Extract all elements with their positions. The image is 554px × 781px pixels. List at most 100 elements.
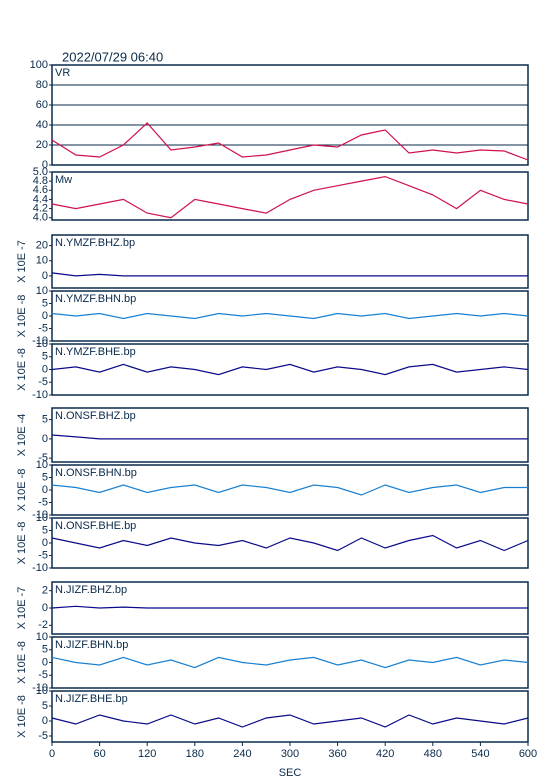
y-tick-label: -2: [38, 619, 48, 631]
x-tick-label: 420: [376, 748, 394, 760]
y-tick-label: 0: [42, 484, 48, 496]
y-tick-label: 5: [42, 524, 48, 536]
panel-label: N.ONSF.BHZ.bp: [55, 410, 136, 422]
y-tick-label: 10: [36, 255, 48, 267]
y-tick-label: -10: [32, 335, 48, 347]
y-tick-label: 10: [36, 338, 48, 350]
trace: [51, 434, 528, 440]
y-tick-label: 0: [42, 715, 48, 727]
y-axis-label: X 10E -8: [16, 348, 28, 391]
y-tick-label: 0: [42, 433, 48, 445]
y-tick-label: 4.2: [33, 202, 48, 214]
y-tick-label: 0: [42, 270, 48, 282]
y-tick-label: 4.0: [33, 212, 48, 224]
panel-frame: [51, 171, 529, 221]
y-tick-label: 5: [42, 413, 48, 425]
panel-label: N.YMZF.BHE.bp: [55, 346, 136, 358]
y-tick-label: -10: [32, 562, 48, 574]
y-tick-label: 10: [36, 631, 48, 643]
panel-frame: [51, 234, 529, 289]
y-tick-label: 2: [42, 585, 48, 597]
panel-label: N.JIZF.BHN.bp: [55, 639, 128, 651]
y-tick-label: 4.6: [33, 184, 48, 196]
y-tick-label: -5: [38, 549, 48, 561]
trace: [51, 484, 528, 496]
x-tick-label: 180: [186, 748, 204, 760]
x-axis-label: SEC: [279, 767, 302, 779]
y-tick-label: 100: [30, 59, 48, 71]
y-tick-label: -5: [38, 669, 48, 681]
x-tick-label: 240: [233, 748, 251, 760]
y-tick-label: 5: [42, 700, 48, 712]
y-axis-label: X 10E -4: [16, 414, 28, 457]
y-tick-label: 0: [42, 363, 48, 375]
y-tick-label: -5: [38, 376, 48, 388]
y-tick-label: 0: [42, 602, 48, 614]
y-tick-label: -10: [32, 389, 48, 401]
y-tick-label: 5: [42, 644, 48, 656]
x-tick-label: 480: [424, 748, 442, 760]
panel-label: N.YMZF.BHZ.bp: [55, 237, 135, 249]
y-tick-label: -5: [38, 452, 48, 464]
x-tick-label: 360: [328, 748, 346, 760]
trace: [51, 363, 529, 376]
y-axis-label: X 10E -8: [16, 695, 28, 738]
panel-label: VR: [55, 67, 70, 79]
y-tick-label: -10: [32, 509, 48, 521]
panel-label: N.ONSF.BHE.bp: [55, 520, 136, 532]
y-tick-label: -5: [38, 322, 48, 334]
panel-frame: [51, 464, 529, 516]
y-tick-label: 5: [42, 297, 48, 309]
y-tick-label: 10: [36, 685, 48, 697]
y-tick-label: 5: [42, 351, 48, 363]
y-tick-label: 0: [42, 656, 48, 668]
y-tick-label: 0: [42, 537, 48, 549]
x-tick-label: 600: [519, 748, 537, 760]
trace: [51, 605, 528, 609]
trace: [51, 272, 528, 277]
trace: [51, 312, 529, 320]
chart-title: 2022/07/29 06:40: [62, 49, 163, 64]
panel-label: Mw: [55, 174, 72, 186]
y-axis-label: X 10E -8: [16, 641, 28, 684]
y-tick-label: 5: [42, 471, 48, 483]
trace: [51, 122, 529, 161]
panel-label: N.JIZF.BHZ.bp: [55, 584, 127, 596]
panel-label: N.YMZF.BHN.bp: [55, 293, 136, 305]
y-tick-label: 60: [36, 99, 48, 111]
y-tick-label: 10: [36, 459, 48, 471]
trace: [51, 656, 529, 669]
y-tick-label: 4.4: [33, 193, 48, 205]
y-tick-label: 40: [36, 119, 48, 131]
panel-frame: [51, 64, 529, 166]
y-tick-label: -5: [38, 730, 48, 742]
y-tick-label: 5.0: [33, 166, 48, 178]
y-tick-label: 10: [36, 512, 48, 524]
x-tick-label: 60: [93, 748, 105, 760]
y-tick-label: 20: [36, 240, 48, 252]
y-tick-label: 20: [36, 139, 48, 151]
x-tick-label: 300: [281, 748, 299, 760]
y-tick-label: 10: [36, 285, 48, 297]
x-tick-label: 540: [471, 748, 489, 760]
y-tick-label: 0: [42, 310, 48, 322]
y-axis-label: X 10E -8: [16, 522, 28, 565]
trace: [51, 534, 529, 552]
panel-label: N.JIZF.BHE.bp: [55, 693, 128, 705]
panel-label: N.ONSF.BHN.bp: [55, 467, 137, 479]
trace: [51, 714, 529, 728]
x-tick-label: 0: [49, 748, 55, 760]
y-tick-label: 80: [36, 79, 48, 91]
y-axis-label: X 10E -8: [16, 469, 28, 512]
panel-frame: [51, 517, 529, 569]
x-tick-label: 120: [138, 748, 156, 760]
y-tick-label: 0: [42, 159, 48, 171]
y-axis-label: X 10E -7: [16, 587, 28, 630]
y-tick-label: 4.8: [33, 175, 48, 187]
y-tick-label: -10: [32, 682, 48, 694]
y-tick-label: -5: [38, 496, 48, 508]
trace: [51, 175, 529, 219]
y-axis-label: X 10E -8: [16, 295, 28, 338]
y-axis-label: X 10E -7: [16, 240, 28, 283]
